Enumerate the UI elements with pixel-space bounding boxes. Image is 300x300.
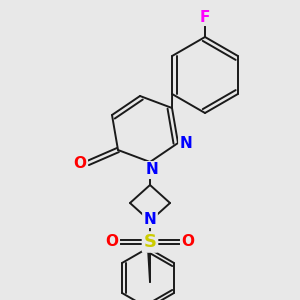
Text: F: F bbox=[200, 10, 210, 25]
Text: O: O bbox=[182, 235, 194, 250]
Text: S: S bbox=[143, 233, 157, 251]
Text: N: N bbox=[146, 163, 158, 178]
Text: O: O bbox=[106, 235, 118, 250]
Text: O: O bbox=[74, 155, 86, 170]
Text: N: N bbox=[180, 136, 192, 151]
Text: N: N bbox=[144, 212, 156, 226]
